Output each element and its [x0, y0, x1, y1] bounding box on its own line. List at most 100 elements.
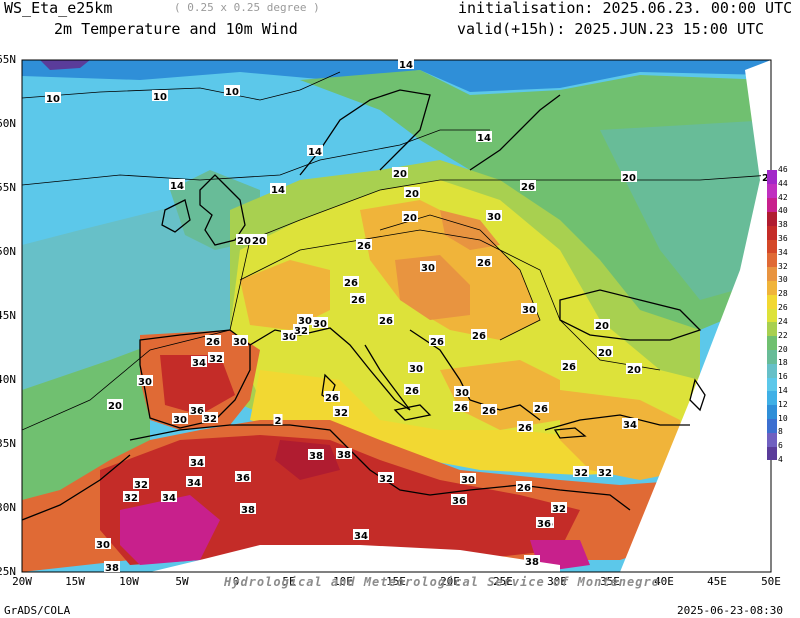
contour-label: 32 — [124, 493, 138, 504]
contour-label-bg — [597, 466, 613, 477]
lat-label: 50N — [0, 245, 16, 258]
colorbar-swatch — [767, 432, 777, 447]
contour-label: 26 — [562, 362, 576, 373]
contour-label-bg — [104, 561, 120, 572]
scandinavia-coast — [299, 89, 431, 176]
colorbar-label: 14 — [778, 385, 788, 395]
contour-label-bg — [307, 145, 323, 156]
contour-label-bg — [626, 363, 642, 374]
contour-label-bg — [404, 384, 420, 395]
lon-label: 0 — [232, 575, 240, 588]
contour-label-bg — [232, 335, 248, 346]
hot-zone-anatolia — [560, 390, 690, 480]
contour-label: 26 — [344, 278, 358, 289]
generation-timestamp: 2025-06-23-08:30 — [677, 604, 783, 617]
contour-label-bg — [336, 448, 352, 459]
colorbar-swatch — [767, 446, 777, 461]
colorbar-swatch — [767, 225, 777, 240]
contour-label: 34 — [162, 493, 176, 504]
contour-label: 20 — [393, 169, 407, 180]
contour-label-bg — [460, 473, 476, 484]
colorbar-label: 34 — [778, 247, 788, 257]
contour-label-bg — [516, 481, 532, 492]
lat-label: 65N — [0, 53, 16, 66]
contour-label: 14 — [308, 147, 322, 158]
colorbar-label: 8 — [778, 427, 783, 437]
colorbar-swatch — [767, 239, 777, 254]
contour-label: 38 — [309, 451, 323, 462]
contour-label: 30 — [522, 305, 536, 316]
contour-label: 32 — [134, 480, 148, 491]
colorbar-label: 46 — [778, 165, 788, 174]
isotherm-14 — [22, 129, 490, 186]
black-sea-coast — [559, 289, 702, 341]
lon-label: 10E — [333, 575, 353, 588]
hot-core-germany — [440, 210, 500, 250]
contour-label: 26 — [521, 182, 535, 193]
contour-label-bg — [343, 276, 359, 287]
colorbar-label: 32 — [778, 261, 788, 271]
contour-label: 14 — [399, 60, 413, 71]
contour-label-bg — [561, 360, 577, 371]
contour-label: 38 — [105, 563, 119, 574]
adriatic-greece-coast — [409, 329, 541, 421]
contour-label: 20 — [237, 236, 251, 247]
colorbar-label: 6 — [778, 441, 783, 451]
contour-label-bg — [308, 449, 324, 460]
contour-label-bg — [353, 529, 369, 540]
colorbar-swatch — [767, 266, 777, 281]
contour-label-bg — [573, 466, 589, 477]
isotherm-26 — [239, 229, 661, 371]
colorbar-label: 12 — [778, 399, 788, 409]
lat-label: 45N — [0, 309, 16, 322]
contour-label-bg — [402, 211, 418, 222]
very-hot-zone-iberia — [160, 355, 235, 415]
contour-label-bg — [191, 356, 207, 367]
colorbar-label: 28 — [778, 289, 788, 299]
contour-label-bg — [235, 471, 251, 482]
contour-label-bg — [95, 538, 111, 549]
contour-label: 10 — [153, 92, 167, 103]
colorbar-swatch — [767, 294, 777, 309]
sicily-coast — [393, 404, 432, 421]
colorbar-labels: 4 6 8 10 12 14 16 18 20 22 24 26 28 30 32 34 36 38 40 42 44 4… — [778, 165, 800, 464]
contour-label: 32 — [209, 354, 223, 365]
lon-label: 15W — [65, 575, 85, 588]
contour-label: 14 — [271, 185, 285, 196]
colorbar-label: 24 — [778, 316, 788, 326]
contour-label-bg — [293, 324, 309, 335]
contour-label-bg — [202, 412, 218, 423]
contour-label: 20 — [595, 321, 609, 332]
contour-label-bg — [408, 362, 424, 373]
contour-label-bg — [520, 180, 536, 191]
product-title: 2m Temperature and 10m Wind — [54, 20, 298, 38]
contour-label-bg — [189, 456, 205, 467]
contour-label-bg — [454, 386, 470, 397]
contour-label-bg — [420, 261, 436, 272]
lon-label: 30E — [547, 575, 567, 588]
lon-label: 15E — [386, 575, 406, 588]
temperature-colorbar — [767, 170, 777, 461]
contour-label-bg — [476, 131, 492, 142]
contour-label: 14 — [477, 133, 491, 144]
anatolia-south-coast — [544, 414, 690, 431]
contour-label: 20 — [627, 365, 641, 376]
contour-label-bg — [273, 414, 283, 425]
contour-label-bg — [378, 314, 394, 325]
contour-label: 26 — [482, 406, 496, 417]
contour-label: 30 — [461, 475, 475, 486]
contour-label: 30 — [282, 332, 296, 343]
lat-label: 30N — [0, 501, 16, 514]
contour-label-bg — [533, 402, 549, 413]
contour-label: 30 — [138, 377, 152, 388]
colorbar-swatch — [767, 377, 777, 392]
contour-label-bg — [161, 491, 177, 502]
colorbar-label: 18 — [778, 358, 788, 368]
colorbar-label: 20 — [778, 344, 788, 354]
lon-label: 5W — [175, 575, 189, 588]
coldest-patch — [40, 60, 90, 70]
lon-label: 45E — [707, 575, 727, 588]
lat-label: 25N — [0, 565, 16, 578]
colorbar-swatch — [767, 280, 777, 295]
